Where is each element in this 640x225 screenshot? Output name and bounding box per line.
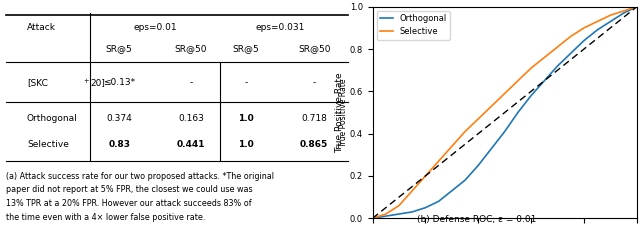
Text: 20]: 20] xyxy=(90,78,105,87)
Text: SR@50: SR@50 xyxy=(298,45,330,54)
Text: Attack: Attack xyxy=(27,23,56,32)
Text: 0.718: 0.718 xyxy=(301,114,327,123)
Orthogonal xyxy=(422,206,429,209)
Selective xyxy=(448,145,456,148)
Text: eps=0.01: eps=0.01 xyxy=(133,23,177,32)
Text: (a) Attack success rate for our two proposed attacks. *The original: (a) Attack success rate for our two prop… xyxy=(6,172,275,181)
Orthogonal xyxy=(395,213,403,215)
Legend: Orthogonal, Selective: Orthogonal, Selective xyxy=(377,11,450,40)
Selective xyxy=(541,56,548,59)
Line: Orthogonal: Orthogonal xyxy=(372,7,637,218)
Orthogonal xyxy=(514,111,522,114)
Text: 0.441: 0.441 xyxy=(177,140,205,149)
Text: +: + xyxy=(83,78,89,84)
Selective xyxy=(593,20,601,23)
Selective xyxy=(620,10,627,12)
Orthogonal xyxy=(408,211,416,213)
Orthogonal xyxy=(620,12,627,14)
Orthogonal xyxy=(527,94,535,97)
Text: (b) Defense ROC, ε = 0.01: (b) Defense ROC, ε = 0.01 xyxy=(417,215,536,224)
Orthogonal xyxy=(448,189,456,192)
Orthogonal xyxy=(567,52,575,55)
Selective xyxy=(369,217,376,220)
Selective xyxy=(461,130,469,133)
Selective xyxy=(408,189,416,192)
Orthogonal xyxy=(474,164,482,167)
Text: -: - xyxy=(189,78,193,87)
Text: eps=0.031: eps=0.031 xyxy=(255,23,305,32)
Selective xyxy=(580,27,588,29)
Text: -: - xyxy=(312,78,316,87)
Selective xyxy=(395,204,403,207)
Selective xyxy=(567,35,575,38)
Text: Orthogonal: Orthogonal xyxy=(27,114,77,123)
Text: -: - xyxy=(244,78,248,87)
Text: 1.0: 1.0 xyxy=(238,140,253,149)
Orthogonal xyxy=(554,65,561,67)
Text: 0.83: 0.83 xyxy=(108,140,130,149)
Text: True Positive Rate: True Positive Rate xyxy=(339,78,348,147)
Selective xyxy=(474,117,482,120)
Orthogonal xyxy=(607,20,614,23)
Selective xyxy=(435,160,442,162)
Text: SR@5: SR@5 xyxy=(106,45,132,54)
Selective xyxy=(554,46,561,48)
Orthogonal xyxy=(382,215,390,218)
Selective xyxy=(514,79,522,82)
Selective xyxy=(527,67,535,70)
Text: paper did not report at 5% FPR, the closest we could use was: paper did not report at 5% FPR, the clos… xyxy=(6,185,253,194)
Selective xyxy=(607,14,614,17)
Y-axis label: True Positive Rate: True Positive Rate xyxy=(335,72,344,153)
Text: SR@50: SR@50 xyxy=(175,45,207,54)
Text: 0.865: 0.865 xyxy=(300,140,328,149)
Text: SR@5: SR@5 xyxy=(232,45,259,54)
Orthogonal xyxy=(501,130,509,133)
Text: ≤0.13*: ≤0.13* xyxy=(103,78,135,87)
Orthogonal xyxy=(369,217,376,220)
Text: 0.163: 0.163 xyxy=(178,114,204,123)
Text: Selective: Selective xyxy=(27,140,68,149)
Orthogonal xyxy=(633,5,640,8)
Selective xyxy=(422,175,429,177)
Text: the time even with a 4× lower false positive rate.: the time even with a 4× lower false posi… xyxy=(6,213,206,222)
Orthogonal xyxy=(435,200,442,203)
Text: [SKC: [SKC xyxy=(27,78,48,87)
Orthogonal xyxy=(541,79,548,82)
Orthogonal xyxy=(461,179,469,182)
Orthogonal xyxy=(580,39,588,42)
Text: 1.0: 1.0 xyxy=(238,114,253,123)
Orthogonal xyxy=(488,147,495,150)
Selective xyxy=(501,92,509,95)
Selective xyxy=(382,213,390,215)
Selective xyxy=(488,105,495,108)
Selective xyxy=(633,5,640,8)
Orthogonal xyxy=(593,29,601,31)
Line: Selective: Selective xyxy=(372,7,637,218)
Text: 13% TPR at a 20% FPR. However our attack succeeds 83% of: 13% TPR at a 20% FPR. However our attack… xyxy=(6,199,252,208)
Text: 0.374: 0.374 xyxy=(106,114,132,123)
